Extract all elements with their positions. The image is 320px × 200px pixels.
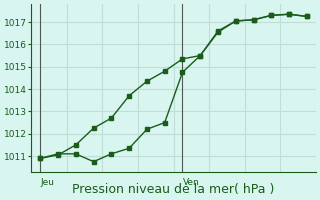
Text: Ven: Ven bbox=[182, 178, 199, 187]
Text: Jeu: Jeu bbox=[40, 178, 54, 187]
X-axis label: Pression niveau de la mer( hPa ): Pression niveau de la mer( hPa ) bbox=[72, 183, 275, 196]
